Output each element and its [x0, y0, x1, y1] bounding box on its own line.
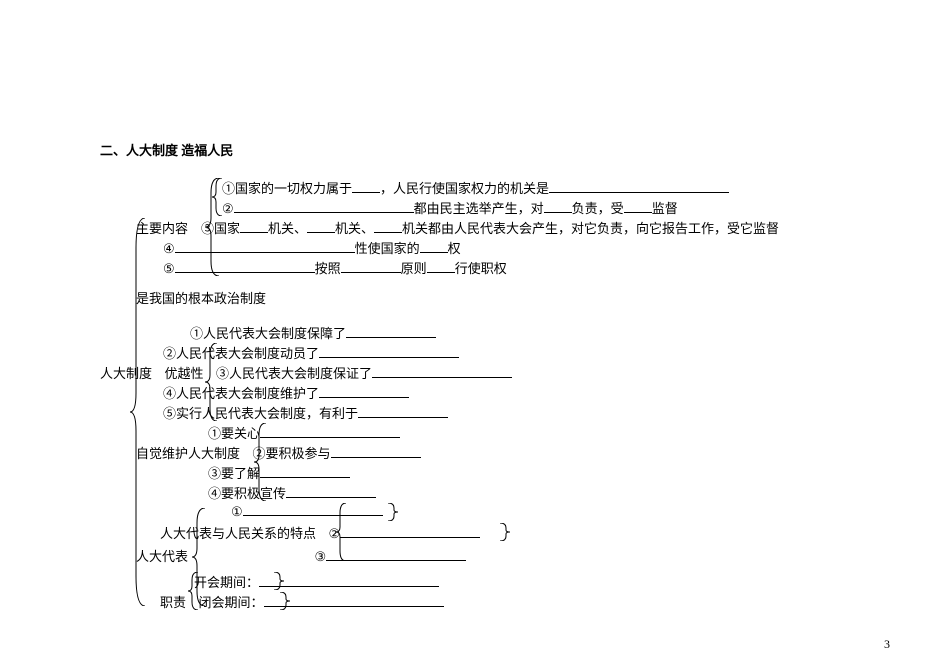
l5a: ⑤ [163, 261, 175, 276]
sup-label: 优越性 [165, 366, 204, 381]
sup-2-text: ②人民代表大会制度动员了 [163, 346, 319, 361]
content-line-3: 主要内容 ③国家 机关、 机关、 机关都由人民代表大会产生，对它负责，向它报告工作，受… [136, 218, 779, 237]
l3b: 机关、 [268, 221, 307, 236]
l5c: 原则 [401, 261, 427, 276]
root-and-sup-3: 人大制度 优越性 ③人民代表大会制度保证了 [100, 363, 512, 382]
l3c: 机关、 [335, 221, 374, 236]
rel1-text: ① [231, 504, 243, 519]
sup-4-text: ④人民代表大会制度维护了 [163, 386, 319, 401]
l2b: 都由民主选举产生，对 [414, 201, 544, 216]
auto-row-2: 自觉维护人大制度 ②要积极参与 [136, 443, 421, 462]
rep-rel-1: ① [231, 503, 383, 520]
sup-1: ①人民代表大会制度保障了 [190, 323, 436, 342]
l5b: 按照 [315, 261, 341, 276]
auto-1-text: ①要关心 [208, 426, 260, 441]
sup-5-text: ⑤实行人民代表大会制度，有利于 [163, 406, 358, 421]
rep-rel-row: 人大代表与人民关系的特点 ② [160, 523, 480, 542]
duty-open: 开会期间： [194, 572, 439, 591]
auto-4: ④要积极宣传 [208, 483, 376, 502]
sup-4: ④人民代表大会制度维护了 [163, 383, 409, 402]
content-line-1: ①国家的一切权力属于 ，人民行使国家权力的机关是 [222, 178, 729, 197]
close-text: 闭会期间： [199, 595, 264, 610]
l4c: 权 [448, 241, 461, 256]
brace-right-4 [280, 592, 290, 610]
auto-label: 自觉维护人大制度 [136, 446, 240, 461]
brace-auto [254, 423, 268, 501]
l2d: 监督 [652, 201, 678, 216]
rel-label: 人大代表与人民关系的特点 [160, 526, 316, 541]
root-subtitle: 是我国的根本政治制度 [136, 288, 266, 307]
l4a: ④ [163, 241, 175, 256]
l1b: ，人民行使国家权力的机关是 [380, 181, 549, 196]
brace-right-2 [500, 523, 510, 541]
sup-1-text: ①人民代表大会制度保障了 [190, 326, 346, 341]
auto-4-text: ④要积极宣传 [208, 486, 286, 501]
brace-inner-top [212, 178, 224, 216]
duty-label: 职责 [160, 595, 186, 610]
auto-3-text: ③要了解 [208, 466, 260, 481]
rep-label-row: 人大代表 ③ [136, 546, 466, 565]
l3d: 机关都由人民代表大会产生，对它负责，向它报告工作，受它监督 [402, 221, 779, 236]
brace-rel [336, 503, 348, 561]
auto-1: ①要关心 [208, 423, 400, 442]
auto-3: ③要了解 [208, 463, 350, 482]
brace-right-1 [388, 503, 398, 521]
brace-duty [188, 572, 200, 610]
l2c: 负责，受 [572, 201, 624, 216]
brace-root [130, 218, 148, 606]
section-title: 二、人大制度 造福人民 [100, 140, 233, 159]
l3a: 主要内容 ③国家 [136, 221, 240, 236]
brace-superiority [205, 343, 219, 421]
content-line-2: ②都由民主选举产生，对负责，受监督 [222, 198, 678, 217]
l5d: 行使职权 [455, 261, 507, 276]
l4b: 性使国家的 [355, 241, 420, 256]
l1a: ①国家的一切权力属于 [222, 181, 352, 196]
sup-3-text: ③人民代表大会制度保证了 [216, 366, 372, 381]
rel3-text: ③ [315, 549, 327, 564]
brace-right-3 [274, 572, 284, 590]
page-number: 3 [884, 637, 890, 652]
